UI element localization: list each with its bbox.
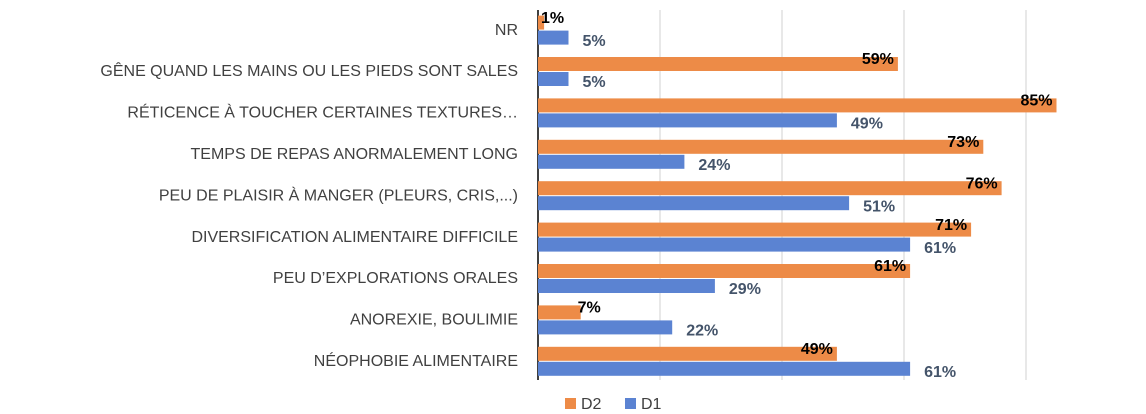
value-label: 61% — [924, 364, 956, 381]
bar — [538, 237, 911, 252]
value-label: 59% — [862, 51, 894, 68]
bar — [538, 139, 984, 154]
value-label: 29% — [729, 281, 761, 298]
category-label: PEU D’EXPLORATIONS ORALES — [273, 270, 518, 287]
value-label: 51% — [863, 198, 895, 215]
value-label: 61% — [924, 240, 956, 257]
value-label: 22% — [686, 323, 718, 340]
category-label: NR — [495, 22, 518, 39]
value-label: 61% — [874, 258, 906, 275]
category-label: GÊNE QUAND LES MAINS OU LES PIEDS SONT S… — [100, 61, 518, 80]
bar — [538, 30, 569, 45]
value-label: 76% — [966, 175, 998, 192]
legend-label: D2 — [581, 396, 602, 413]
value-label: 49% — [801, 341, 833, 358]
legend-label: D1 — [641, 396, 662, 413]
bar — [538, 196, 850, 211]
bar — [538, 57, 898, 71]
value-label: 49% — [851, 116, 883, 133]
bar — [538, 98, 1057, 113]
value-label: 24% — [698, 157, 730, 174]
category-label: DIVERSIFICATION ALIMENTAIRE DIFFICILE — [191, 229, 518, 246]
bar — [538, 222, 972, 237]
bar — [538, 181, 1002, 196]
category-label: NÉOPHOBIE ALIMENTAIRE — [314, 351, 518, 370]
category-label: PEU DE PLAISIR À MANGER (PLEURS, CRIS,..… — [159, 185, 518, 204]
value-label: 1% — [541, 10, 564, 27]
category-label: ANOREXIE, BOULIMIE — [350, 312, 518, 329]
bar — [538, 264, 911, 278]
legend-swatch — [625, 398, 636, 409]
bar — [538, 305, 581, 320]
legend-swatch — [565, 398, 576, 409]
value-label: 71% — [935, 217, 967, 234]
value-label: 85% — [1020, 93, 1052, 110]
bar — [538, 279, 715, 293]
bar — [538, 320, 673, 335]
value-label: 7% — [578, 300, 601, 317]
bar — [538, 346, 837, 361]
bar — [538, 15, 545, 30]
value-label: 5% — [583, 74, 606, 91]
value-label: 5% — [583, 33, 606, 50]
bar — [538, 113, 837, 128]
category-label: RÉTICENCE À TOUCHER CERTAINES TEXTURES… — [127, 103, 518, 122]
category-label: TEMPS DE REPAS ANORMALEMENT LONG — [191, 146, 518, 163]
bar — [538, 154, 685, 169]
value-label: 73% — [947, 134, 979, 151]
bar — [538, 72, 569, 86]
bar — [538, 361, 911, 376]
